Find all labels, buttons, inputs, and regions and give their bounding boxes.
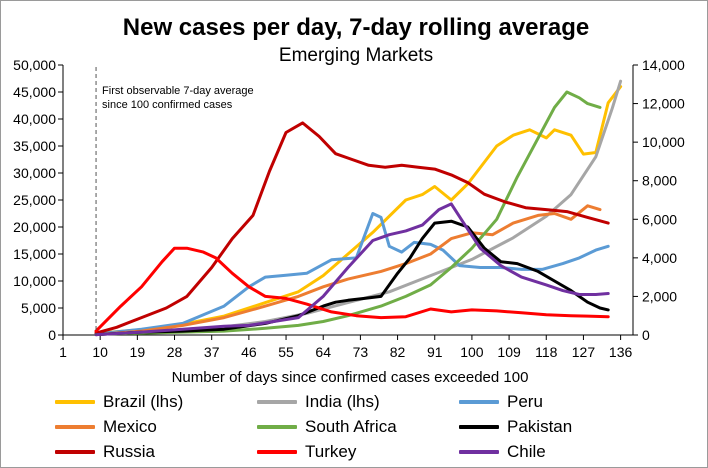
x-tick-label: 28 bbox=[167, 344, 183, 360]
legend-item-mexico: Mexico bbox=[55, 416, 157, 438]
legend-label-india: India (lhs) bbox=[305, 392, 380, 411]
legend-label-south-africa: South Africa bbox=[305, 417, 397, 436]
x-tick-label: 10 bbox=[92, 344, 108, 360]
y-right-tick-label: 6,000 bbox=[642, 211, 677, 227]
y-left-tick-label: 5,000 bbox=[21, 300, 56, 316]
x-tick-label: 19 bbox=[130, 344, 146, 360]
x-tick-label: 37 bbox=[204, 344, 220, 360]
x-tick-label: 100 bbox=[460, 344, 484, 360]
y-left-tick-label: 45,000 bbox=[13, 84, 56, 100]
series-line-turkey bbox=[94, 246, 610, 333]
legend-item-chile: Chile bbox=[459, 441, 546, 463]
x-tick-label: 46 bbox=[241, 344, 257, 360]
x-tick-label: 1 bbox=[59, 344, 67, 360]
legend-item-russia: Russia bbox=[55, 441, 155, 463]
series-line-chile bbox=[94, 202, 610, 337]
y-right-tick-label: 4,000 bbox=[642, 250, 677, 266]
y-left-tick-label: 10,000 bbox=[13, 273, 56, 289]
series-line-mexico bbox=[94, 204, 602, 337]
y-left-tick-label: 35,000 bbox=[13, 138, 56, 154]
y-left-tick-label: 20,000 bbox=[13, 219, 56, 235]
x-tick-label: 64 bbox=[315, 344, 331, 360]
y-right-tick-label: 2,000 bbox=[642, 288, 677, 304]
plot-area: 0 5,000 10,000 15,000 20,000 25,000 30,000 35,0… bbox=[13, 57, 685, 360]
legend-item-peru: Peru bbox=[459, 391, 543, 413]
legend-label-pakistan: Pakistan bbox=[507, 417, 573, 436]
legend-item-brazil: Brazil (lhs) bbox=[55, 391, 183, 413]
series-line-south-africa bbox=[94, 90, 602, 336]
chart-title: New cases per day, 7-day rolling average bbox=[123, 14, 589, 41]
legend-item-india: India (lhs) bbox=[257, 391, 380, 413]
y-right-tick-label: 10,000 bbox=[642, 134, 685, 150]
y-right-tick-label: 8,000 bbox=[642, 173, 677, 189]
legend-item-turkey: Turkey bbox=[257, 441, 356, 463]
annotation-line1: First observable 7-day average bbox=[102, 85, 254, 97]
legend-label-peru: Peru bbox=[507, 392, 543, 411]
chart-subtitle: Emerging Markets bbox=[279, 45, 433, 66]
legend-item-south-africa: South Africa bbox=[257, 416, 397, 438]
legend-swatch-russia bbox=[55, 450, 95, 454]
y-left-tick-label: 30,000 bbox=[13, 165, 56, 181]
x-tick-label: 55 bbox=[278, 344, 294, 360]
legend-item-pakistan: Pakistan bbox=[459, 416, 572, 438]
y-left-tick-label: 0 bbox=[48, 327, 56, 343]
legend-swatch-india bbox=[257, 400, 297, 404]
series-line-brazil-lhs bbox=[94, 85, 623, 335]
legend-label-russia: Russia bbox=[103, 442, 155, 461]
legend-swatch-peru bbox=[459, 400, 499, 404]
legend-label-turkey: Turkey bbox=[305, 442, 357, 461]
legend-label-mexico: Mexico bbox=[103, 417, 157, 436]
x-tick-label: 118 bbox=[535, 344, 558, 360]
x-tick-label: 82 bbox=[390, 344, 406, 360]
legend-swatch-pakistan bbox=[459, 425, 499, 429]
x-tick-label: 73 bbox=[353, 344, 369, 360]
series-line-russia bbox=[94, 121, 610, 335]
y-left-tick-label: 40,000 bbox=[13, 111, 56, 127]
legend-label-brazil: Brazil (lhs) bbox=[103, 392, 184, 411]
annotation-line2: since 100 confirmed cases bbox=[102, 99, 233, 111]
series-line-peru bbox=[94, 212, 610, 336]
y-left-tick-label: 25,000 bbox=[13, 192, 56, 208]
x-tick-label: 109 bbox=[497, 344, 521, 360]
legend-swatch-chile bbox=[459, 450, 499, 454]
x-tick-label: 91 bbox=[427, 344, 443, 360]
y-right-tick-label: 12,000 bbox=[642, 96, 685, 112]
y-right-tick-label: 14,000 bbox=[642, 57, 685, 73]
legend-label-chile: Chile bbox=[507, 442, 546, 461]
y-right-tick-label: 0 bbox=[642, 327, 650, 343]
x-axis-label: Number of days since confirmed cases exc… bbox=[172, 369, 529, 386]
legend-swatch-turkey bbox=[257, 450, 297, 454]
legend-swatch-brazil bbox=[55, 400, 95, 404]
legend-swatch-south-africa bbox=[257, 425, 297, 429]
x-tick-label: 127 bbox=[572, 344, 596, 360]
legend-swatch-mexico bbox=[55, 425, 95, 429]
y-left-tick-label: 50,000 bbox=[13, 57, 56, 73]
x-tick-label: 136 bbox=[609, 344, 633, 360]
y-left-tick-label: 15,000 bbox=[13, 246, 56, 262]
